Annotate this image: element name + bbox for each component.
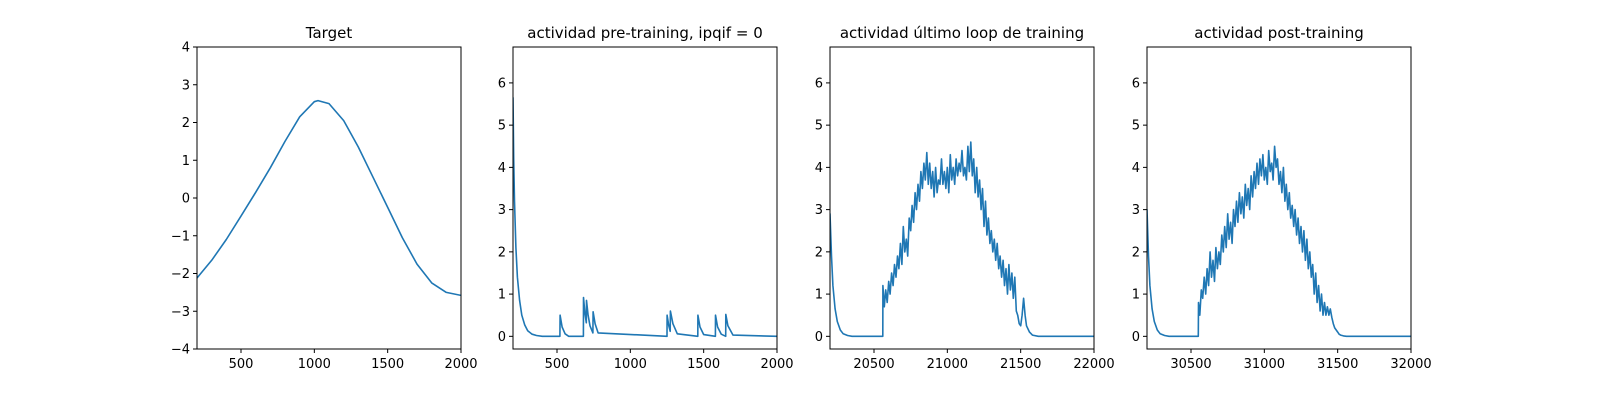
x-tick-label: 30500 [1170, 357, 1211, 372]
y-tick-label: 1 [1132, 288, 1140, 303]
panel-pre-training: actividad pre-training, ipqif = 0 500 100… [498, 24, 794, 372]
y-tick-label: 5 [498, 119, 506, 134]
y-tick-label: 0 [182, 192, 190, 207]
panel-title: Target [305, 24, 353, 42]
y-tick-label: 5 [1132, 119, 1140, 134]
y-tick-label: 4 [182, 41, 190, 56]
y-tick-label: 1 [182, 154, 190, 169]
x-tick-label: 2000 [444, 357, 477, 372]
series-line-0 [197, 99, 461, 297]
axes-frame [1146, 46, 1412, 350]
y-tick-label: 2 [815, 245, 823, 260]
x-tick-label: 2000 [760, 357, 793, 372]
y-tick-label: −4 [171, 343, 190, 358]
y-tick-label: 0 [498, 330, 506, 345]
x-tick-label: 500 [545, 357, 570, 372]
x-tick-label: 500 [229, 357, 254, 372]
x-tick-label: 1500 [371, 357, 404, 372]
y-tick-label: 2 [182, 116, 190, 131]
x-tick-label: 1000 [614, 357, 647, 372]
series-line-0 [513, 96, 777, 338]
x-tick-label: 1500 [687, 357, 720, 372]
y-tick-label: 2 [498, 245, 506, 260]
y-tick-label: 6 [815, 76, 823, 91]
y-tick-label: −3 [171, 305, 190, 320]
x-tick-label: 20500 [853, 357, 894, 372]
panel-title: actividad pre-training, ipqif = 0 [527, 24, 763, 42]
panel-title: actividad último loop de training [840, 24, 1084, 42]
panel-title: actividad post-training [1194, 24, 1363, 42]
panel-last-training-loop: actividad último loop de training 20500 2… [815, 24, 1115, 372]
y-tick-label: 4 [815, 161, 823, 176]
x-tick-label: 22000 [1073, 357, 1114, 372]
axes-frame [829, 46, 1095, 350]
y-tick-label: 1 [815, 288, 823, 303]
x-tick-label: 31500 [1317, 357, 1358, 372]
x-tick-label: 21000 [927, 357, 968, 372]
y-tick-label: 0 [1132, 330, 1140, 345]
y-tick-label: 3 [815, 203, 823, 218]
y-tick-label: 3 [182, 78, 190, 93]
x-tick-label: 31000 [1244, 357, 1285, 372]
x-tick-label: 21500 [1000, 357, 1041, 372]
y-tick-label: 0 [815, 330, 823, 345]
y-tick-label: 3 [1132, 203, 1140, 218]
series-line-0 [830, 141, 1094, 338]
x-tick-label: 1000 [298, 357, 331, 372]
panel-post-training: actividad post-training 30500 31000 31500 3… [1132, 24, 1432, 372]
y-tick-label: 4 [1132, 161, 1140, 176]
y-tick-label: 4 [498, 161, 506, 176]
y-tick-label: 3 [498, 203, 506, 218]
axes-frame [512, 46, 778, 350]
y-tick-label: 6 [498, 76, 506, 91]
y-tick-label: 1 [498, 288, 506, 303]
series-line-0 [1147, 145, 1411, 338]
y-tick-label: 2 [1132, 245, 1140, 260]
y-tick-label: −2 [171, 267, 190, 282]
panel-target: Target 500 1000 1500 2000 −4 −3 −2 −1 0 1 2 3 4 [171, 24, 478, 372]
y-tick-label: −1 [171, 229, 190, 244]
x-tick-label: 32000 [1390, 357, 1431, 372]
y-tick-label: 5 [815, 119, 823, 134]
y-tick-label: 6 [1132, 76, 1140, 91]
axes-frame [196, 46, 462, 350]
